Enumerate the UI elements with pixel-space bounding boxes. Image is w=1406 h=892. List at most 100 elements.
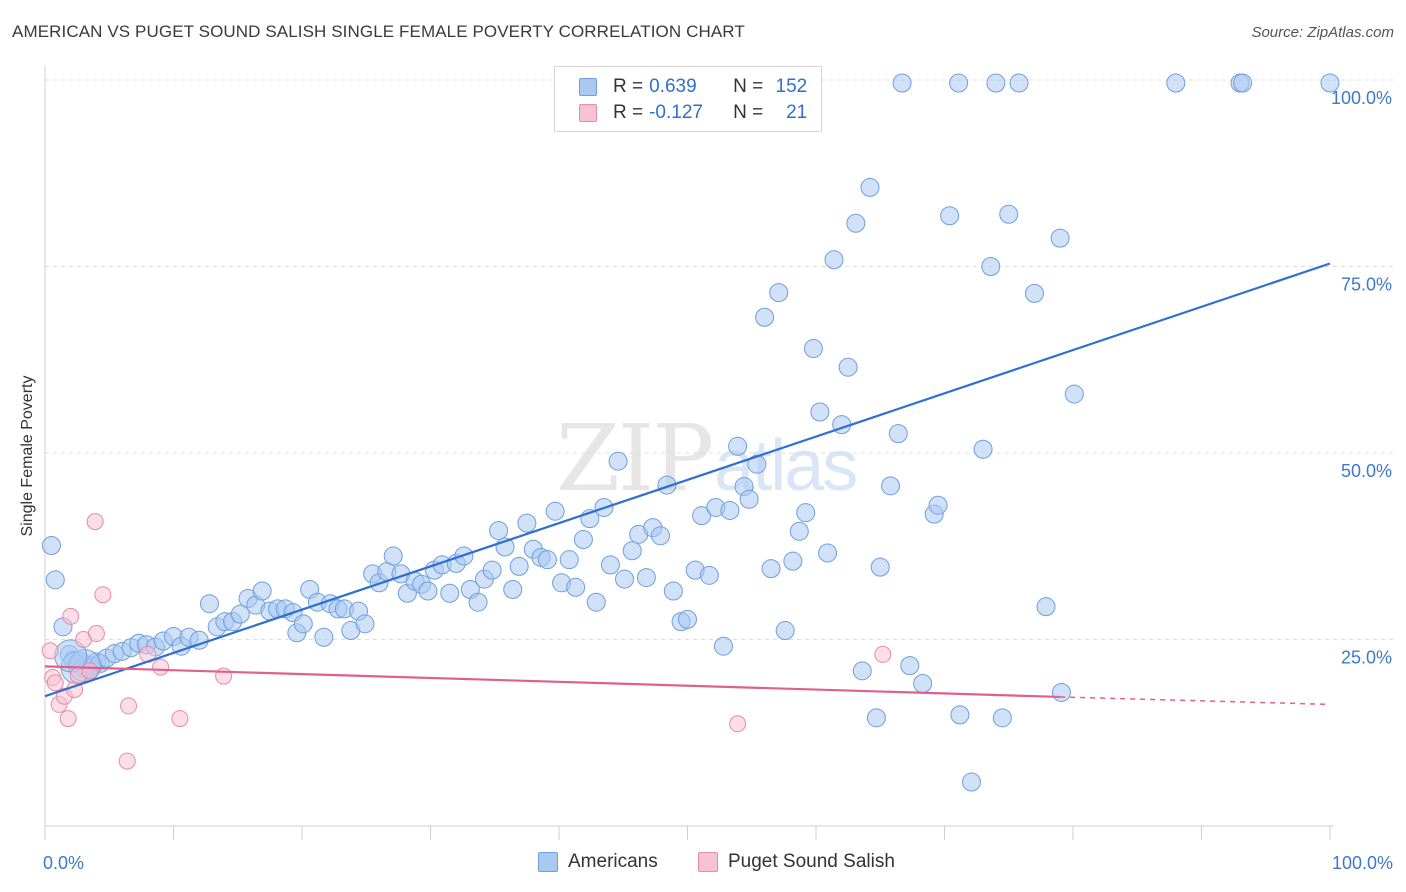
trendline-americans — [44, 262, 1331, 698]
point-salish — [171, 710, 189, 728]
point-salish — [94, 586, 112, 604]
point-americans — [41, 536, 61, 556]
point-salish — [41, 642, 59, 660]
point-americans — [663, 581, 683, 601]
point-americans — [537, 550, 557, 570]
point-americans — [992, 708, 1012, 728]
point-americans — [440, 583, 460, 603]
trendline-salish-extension — [1060, 696, 1331, 706]
point-americans — [692, 506, 712, 526]
point-americans — [1233, 73, 1253, 93]
point-americans — [566, 577, 586, 597]
point-americans — [651, 526, 671, 546]
point-americans — [252, 581, 272, 601]
source-credit: Source: ZipAtlas.com — [1251, 24, 1394, 41]
point-americans — [838, 357, 858, 377]
point-americans — [230, 604, 250, 624]
point-americans — [986, 73, 1006, 93]
x-tick-label: 0.0% — [43, 853, 84, 873]
series-swatch-americans — [538, 852, 558, 872]
series-swatch-salish — [698, 852, 718, 872]
point-salish — [118, 752, 136, 770]
point-americans — [913, 674, 933, 694]
point-americans — [699, 565, 719, 585]
point-americans — [900, 656, 920, 676]
point-americans — [468, 592, 488, 612]
point-americans — [314, 627, 334, 647]
point-americans — [657, 475, 677, 495]
point-americans — [747, 454, 767, 474]
point-americans — [810, 402, 830, 422]
point-americans — [892, 73, 912, 93]
correlation-legend: R = 0.639 N = 152 R = -0.127 N = 21 — [554, 66, 822, 132]
point-americans — [950, 705, 970, 725]
y-tick-label: 50.0% — [1341, 461, 1392, 481]
point-americans — [803, 339, 823, 359]
point-americans — [678, 609, 697, 629]
legend-swatch-salish — [579, 104, 597, 122]
point-americans — [1166, 73, 1186, 93]
point-americans — [517, 513, 537, 533]
point-americans — [728, 436, 748, 456]
point-americans — [755, 307, 775, 327]
point-americans — [1320, 73, 1340, 93]
point-americans — [559, 550, 579, 570]
trendline-salish — [44, 665, 1061, 699]
point-americans — [870, 557, 890, 577]
point-salish — [120, 697, 138, 715]
y-tick-label: 75.0% — [1341, 275, 1392, 295]
legend-swatch-americans — [579, 78, 597, 96]
legend-n-value: 21 — [786, 102, 808, 123]
point-americans — [1036, 597, 1056, 617]
point-americans — [199, 594, 219, 614]
point-americans — [293, 614, 313, 634]
y-tick-label: 25.0% — [1341, 648, 1392, 668]
point-americans — [1009, 73, 1029, 93]
series-label-americans: Americans — [568, 851, 658, 872]
point-americans — [761, 559, 781, 579]
point-americans — [355, 614, 375, 634]
point-salish — [59, 710, 77, 728]
point-americans — [489, 521, 509, 541]
point-americans — [573, 530, 593, 550]
point-americans — [608, 451, 628, 471]
point-americans — [1051, 682, 1071, 702]
point-americans — [783, 551, 803, 571]
point-americans — [775, 621, 795, 641]
legend-row-salish: R = -0.127 N = 21 — [579, 101, 807, 125]
point-americans — [949, 73, 969, 93]
legend-n-value: 152 — [775, 76, 808, 97]
point-americans — [615, 569, 635, 589]
point-americans — [796, 503, 816, 523]
watermark-zip: ZIP — [556, 405, 714, 512]
series-label-salish: Puget Sound Salish — [728, 851, 895, 872]
point-americans — [713, 636, 733, 656]
point-americans — [720, 500, 740, 520]
point-americans — [482, 560, 502, 580]
series-legend-salish: Puget Sound Salish — [698, 851, 895, 873]
point-americans — [503, 580, 523, 600]
point-americans — [981, 257, 1001, 276]
x-tick-label: 100.0% — [1332, 853, 1393, 873]
point-americans — [852, 661, 872, 681]
point-americans — [769, 283, 789, 303]
point-americans — [881, 476, 901, 496]
legend-r-label: R = — [613, 102, 644, 123]
point-americans — [940, 206, 960, 226]
legend-row-americans: R = 0.639 N = 152 — [579, 75, 807, 99]
y-tick-label: 100.0% — [1331, 88, 1392, 108]
point-salish — [62, 607, 80, 625]
point-americans — [973, 439, 993, 459]
point-americans — [509, 556, 529, 576]
point-americans — [418, 581, 438, 601]
point-salish — [86, 513, 104, 531]
point-americans — [818, 543, 838, 563]
point-salish — [46, 674, 64, 692]
point-salish — [152, 658, 170, 676]
legend-n-label: N = — [733, 102, 764, 123]
point-americans — [45, 570, 65, 590]
point-salish — [87, 625, 105, 643]
point-americans — [1050, 228, 1070, 248]
point-americans — [961, 772, 981, 792]
